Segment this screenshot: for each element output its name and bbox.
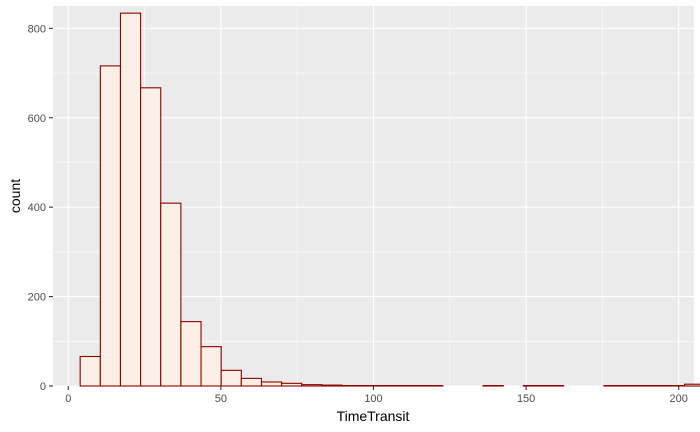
y-tick-label: 0	[40, 381, 46, 393]
histogram-bar	[140, 87, 162, 387]
y-axis-ticks: 0 200 400 600 800	[28, 23, 53, 393]
x-tick-label: 200	[670, 393, 688, 405]
x-tick-label: 150	[517, 393, 535, 405]
x-tick-label: 100	[364, 393, 382, 405]
y-tick-label: 400	[28, 202, 46, 214]
histogram-bar	[99, 65, 122, 387]
histogram-bar	[160, 202, 182, 387]
histogram-bar	[220, 369, 242, 387]
histogram-bar	[200, 346, 222, 387]
x-tick-label: 0	[65, 393, 71, 405]
y-tick-label: 800	[28, 23, 46, 35]
histogram-bar	[180, 321, 202, 387]
histogram-bar	[119, 12, 142, 387]
x-axis-ticks: 0 50 100 150 200	[65, 386, 688, 405]
y-tick-label: 600	[28, 113, 46, 125]
histogram-bar	[260, 381, 283, 387]
histogram-bar	[301, 384, 323, 387]
histogram-bar	[281, 382, 303, 387]
y-axis-title: count	[7, 179, 23, 213]
histogram-bar	[683, 383, 700, 387]
histogram-bar	[240, 377, 263, 387]
x-tick-label: 50	[215, 393, 227, 405]
histogram-bar	[321, 384, 343, 387]
histogram-bar	[79, 355, 101, 387]
y-tick-label: 200	[28, 292, 46, 304]
histogram-bars	[79, 12, 700, 387]
x-axis-title: TimeTransit	[337, 408, 410, 424]
